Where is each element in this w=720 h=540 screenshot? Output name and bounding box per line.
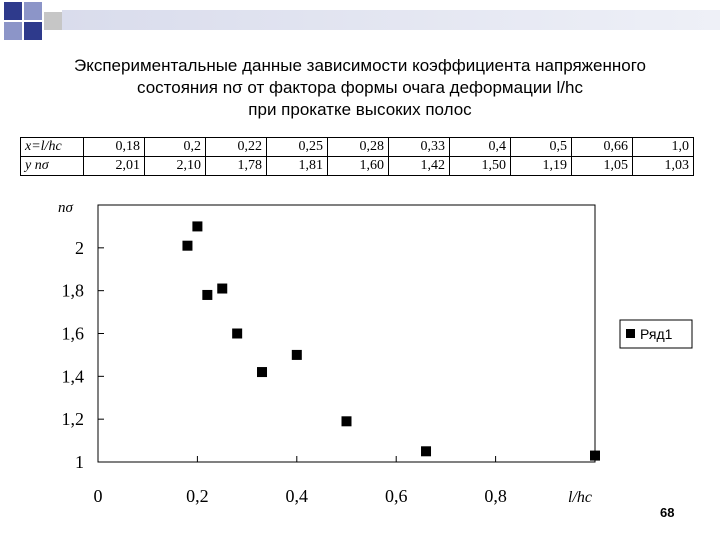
decorative-header — [0, 0, 720, 40]
data-point — [421, 446, 432, 457]
x-axis-label: l/hc — [568, 489, 592, 506]
deco-square — [4, 2, 22, 20]
table-cell: 0,5 — [510, 137, 572, 157]
deco-square — [24, 2, 42, 20]
y-tick-label: 1,6 — [62, 324, 85, 344]
deco-square — [4, 22, 22, 40]
table-cell: 0,28 — [327, 137, 389, 157]
title-line: при прокатке высоких полос — [248, 100, 472, 119]
table-cell: 1,60 — [327, 156, 389, 176]
title-line: Экспериментальные данные зависимости коэ… — [74, 56, 646, 75]
table-cell: 1,81 — [266, 156, 328, 176]
legend-marker — [626, 329, 635, 338]
page-number: 68 — [660, 505, 675, 520]
table-cell: 0,22 — [205, 137, 267, 157]
data-point — [257, 367, 268, 378]
deco-bar — [62, 10, 720, 30]
table-cell: 1,42 — [388, 156, 450, 176]
y-tick-label: 1,8 — [62, 281, 85, 301]
data-point — [217, 283, 228, 294]
table-cell: 1,50 — [449, 156, 511, 176]
data-point — [291, 349, 302, 360]
deco-square — [44, 12, 62, 30]
row-header-x: x=l/hc — [20, 137, 84, 157]
table-cell: 2,01 — [83, 156, 145, 176]
deco-square — [24, 22, 42, 40]
slide-title: Экспериментальные данные зависимости коэ… — [20, 55, 700, 121]
data-point — [590, 450, 600, 461]
table-cell: 0,33 — [388, 137, 450, 157]
table-cell: 1,78 — [205, 156, 267, 176]
table-cell: 1,19 — [510, 156, 572, 176]
table-row-x: x=l/hc 0,18 0,2 0,22 0,25 0,28 0,33 0,4 … — [20, 137, 694, 157]
data-point — [192, 221, 203, 232]
y-tick-label: 1,2 — [62, 409, 85, 429]
row-header-y: y nσ — [20, 156, 84, 176]
scatter-chart: 1 1,2 1,4 1,6 1,8 2 0 0,2 0,4 0,6 0,8 nσ l/hc Ряд… — [58, 200, 693, 506]
data-point — [182, 240, 193, 251]
table-row-y: y nσ 2,01 2,10 1,78 1,81 1,60 1,42 1,50 … — [20, 156, 694, 176]
x-tick-label: 0,8 — [484, 486, 507, 506]
table-cell: 0,66 — [571, 137, 633, 157]
table-cell: 0,18 — [83, 137, 145, 157]
legend-label: Ряд1 — [640, 326, 673, 342]
table-cell: 0,2 — [144, 137, 206, 157]
table-cell: 1,05 — [571, 156, 633, 176]
y-tick-label: 1 — [75, 452, 84, 472]
data-point — [232, 328, 243, 339]
y-tick-label: 1,4 — [62, 366, 85, 386]
x-tick-label: 0,4 — [286, 486, 309, 506]
data-table: x=l/hc 0,18 0,2 0,22 0,25 0,28 0,33 0,4 … — [20, 137, 694, 176]
x-tick-label: 0,2 — [186, 486, 209, 506]
x-tick-label: 0 — [94, 486, 103, 506]
y-tick-label: 2 — [75, 238, 84, 258]
table-cell: 0,4 — [449, 137, 511, 157]
y-axis-label: nσ — [58, 200, 74, 216]
title-line: состояния nσ от фактора формы очага дефо… — [137, 78, 583, 97]
data-point — [341, 416, 352, 427]
table-cell: 1,0 — [632, 137, 694, 157]
data-point — [202, 289, 213, 300]
table-cell: 1,03 — [632, 156, 694, 176]
table-cell: 0,25 — [266, 137, 328, 157]
x-tick-label: 0,6 — [385, 486, 408, 506]
legend: Ряд1 — [619, 319, 693, 349]
table-cell: 2,10 — [144, 156, 206, 176]
